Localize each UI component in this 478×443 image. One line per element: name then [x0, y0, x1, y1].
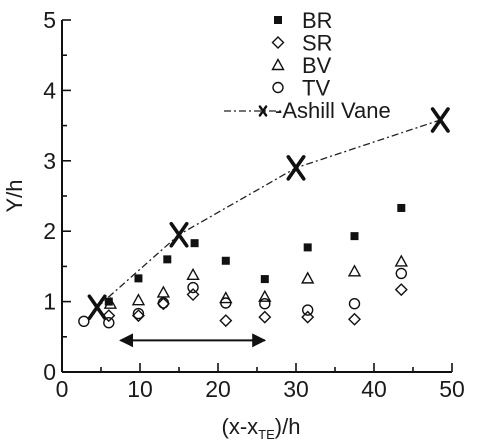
data-point-ashill-vane	[87, 294, 107, 321]
x-tick-label: 50	[439, 376, 465, 402]
y-tick-label: 1	[43, 289, 56, 315]
data-point-bv	[258, 289, 272, 302]
legend-entry-br: BR	[274, 8, 333, 33]
data-point-br	[134, 274, 143, 283]
y-tick-label: 5	[43, 7, 56, 33]
data-point-ashill-vane	[430, 107, 450, 133]
data-point-sr	[102, 309, 116, 323]
data-point-br	[221, 256, 230, 265]
data-point-br	[350, 232, 359, 241]
series-bv	[103, 254, 408, 309]
data-point-sr	[301, 310, 315, 324]
data-point-sr	[131, 309, 145, 323]
data-point-sr	[394, 283, 408, 297]
x-tick-label: 0	[56, 376, 69, 402]
data-point-tv	[348, 298, 361, 310]
x-axis-label-end: )/h	[275, 414, 301, 439]
y-tick-label: 0	[43, 359, 56, 385]
data-point-br	[260, 275, 269, 284]
series-line-ashill-vane	[96, 119, 441, 308]
data-point-bv	[219, 291, 233, 304]
legend-entry-ashill-vane: -Ashill Vane	[224, 98, 391, 123]
data-point-sr	[186, 288, 200, 302]
data-point-bv	[131, 293, 146, 306]
legend-entry-tv: TV	[272, 76, 330, 101]
data-point-tv	[157, 297, 170, 309]
data-point-bv	[103, 296, 118, 309]
legend-marker-br	[274, 16, 282, 24]
data-point-tv	[187, 281, 199, 294]
data-point-br	[163, 255, 172, 264]
x-axis-label-main: (x-x	[222, 414, 259, 439]
legend-marker-sr	[271, 36, 285, 49]
legend-marker-tv	[272, 81, 284, 94]
data-point-tv	[103, 317, 115, 329]
x-tick-label: 20	[205, 376, 231, 402]
series-sr	[102, 283, 408, 328]
legend-marker-bv	[271, 58, 285, 71]
data-point-br	[397, 203, 406, 212]
x-axis-label-subscript: TE	[258, 427, 275, 442]
data-point-bv	[156, 285, 171, 298]
data-point-tv	[259, 298, 271, 310]
y-axis-label: Y/h	[2, 179, 27, 212]
x-tick-label: 10	[127, 376, 153, 402]
data-point-tv	[78, 315, 90, 328]
legend-entry-bv: BV	[271, 53, 332, 78]
legend-label-ashill-vane: -Ashill Vane	[275, 98, 391, 123]
data-point-bv	[301, 271, 315, 284]
data-point-tv	[302, 304, 314, 316]
y-tick-label: 4	[43, 77, 56, 103]
data-point-bv	[347, 264, 362, 277]
data-point-sr	[258, 310, 272, 324]
data-point-sr	[219, 314, 233, 328]
data-point-bv	[394, 254, 408, 267]
data-point-tv	[132, 307, 145, 320]
x-axis-label: (x-xTE)/h	[222, 414, 301, 442]
data-point-br	[303, 243, 312, 252]
data-point-tv	[220, 297, 232, 309]
y-tick-label: 3	[43, 148, 56, 174]
legend-label-bv: BV	[302, 53, 332, 78]
legend-entry-sr: SR	[271, 31, 333, 56]
series-ashill-vane	[87, 107, 450, 321]
y-tick-label: 2	[43, 218, 56, 244]
data-point-ashill-vane	[286, 155, 306, 181]
data-point-br	[190, 239, 199, 248]
axis-ticks: 0 10 20 30 40 50 0 1 2 3 4 5	[43, 7, 465, 402]
x-tick-label: 40	[361, 376, 387, 402]
series-br	[104, 203, 406, 306]
legend-marker-ashill-vane	[258, 105, 268, 117]
x-tick-label: 30	[283, 376, 309, 402]
series-layer	[78, 107, 450, 329]
data-point-tv	[395, 267, 407, 280]
data-point-sr	[348, 312, 361, 326]
legend-label-br: BR	[302, 8, 333, 33]
axes	[61, 20, 452, 373]
series-tv	[78, 267, 407, 329]
data-point-bv	[186, 267, 200, 281]
data-point-ashill-vane	[169, 221, 189, 248]
data-point-sr	[156, 297, 170, 311]
legend-label-tv: TV	[302, 76, 330, 101]
legend-label-sr: SR	[302, 31, 333, 56]
